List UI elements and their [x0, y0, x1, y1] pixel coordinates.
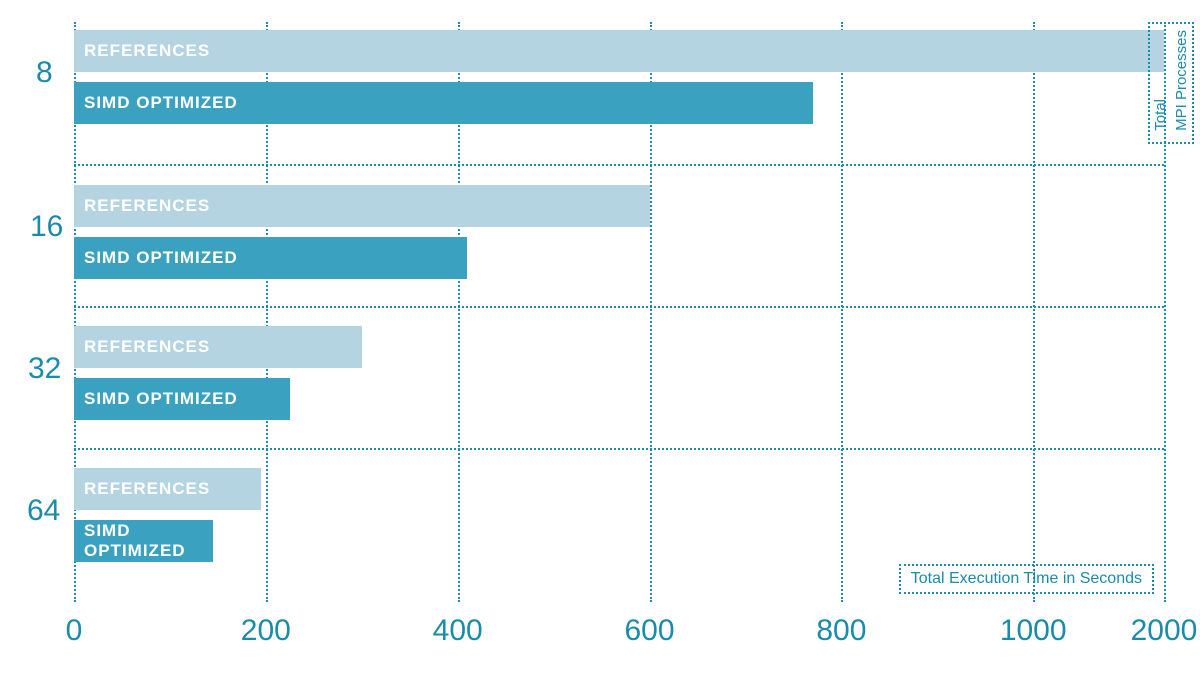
bar-label: SIMD OPTIMIZED: [84, 521, 213, 561]
bar-references: REFERENCES: [74, 30, 1164, 72]
gridline-1000: [1033, 22, 1035, 602]
bar-simd-optimized: SIMD OPTIMIZED: [74, 237, 467, 279]
y-tick-32: 32: [28, 352, 61, 386]
bar-label: REFERENCES: [84, 196, 210, 216]
x-tick: 200: [241, 614, 291, 648]
bar-simd-optimized: SIMD OPTIMIZED: [74, 520, 213, 562]
x-tick: 800: [816, 614, 866, 648]
x-tick: 600: [624, 614, 674, 648]
bar-simd-optimized: SIMD OPTIMIZED: [74, 82, 813, 124]
group-separator: [74, 164, 1164, 166]
x-axis-label-box: Total Execution Time in Seconds: [899, 564, 1154, 594]
x-tick: 400: [433, 614, 483, 648]
group-separator: [74, 306, 1164, 308]
x-axis-label: Total Execution Time in Seconds: [911, 570, 1142, 587]
y-axis-label-line2: Total: [1152, 99, 1169, 131]
bar-references: REFERENCES: [74, 326, 362, 368]
y-tick-64: 64: [27, 494, 60, 528]
chart-container: REFERENCES SIMD OPTIMIZED REFERENCES SIM…: [0, 0, 1200, 673]
y-tick-16: 16: [30, 210, 63, 244]
x-tick: 0: [66, 614, 83, 648]
bar-references: REFERENCES: [74, 185, 650, 227]
x-tick: 1000: [1000, 614, 1067, 648]
bar-label: REFERENCES: [84, 479, 210, 499]
group-separator: [74, 448, 1164, 450]
bar-references: REFERENCES: [74, 468, 261, 510]
x-tick: 2000: [1131, 614, 1198, 648]
y-axis-label-line1: MPI Processes: [1173, 30, 1190, 131]
bar-label: REFERENCES: [84, 337, 210, 357]
bar-label: SIMD OPTIMIZED: [84, 389, 238, 409]
plot-area: REFERENCES SIMD OPTIMIZED REFERENCES SIM…: [74, 22, 1164, 602]
gridline-800: [841, 22, 843, 602]
bar-label: SIMD OPTIMIZED: [84, 93, 238, 113]
y-tick-8: 8: [36, 56, 53, 90]
bar-label: REFERENCES: [84, 41, 210, 61]
bar-simd-optimized: SIMD OPTIMIZED: [74, 378, 290, 420]
bar-label: SIMD OPTIMIZED: [84, 248, 238, 268]
y-axis-label-box: Total MPI Processes: [1148, 22, 1194, 144]
